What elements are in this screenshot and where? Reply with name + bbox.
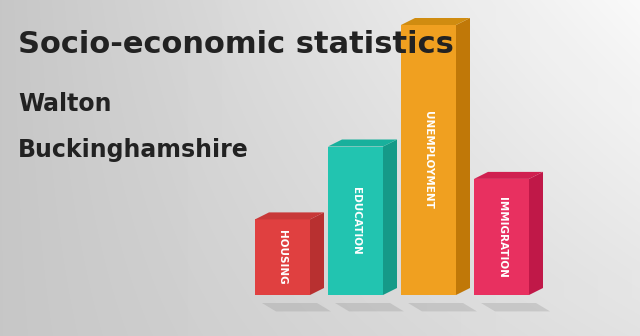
- Polygon shape: [408, 303, 477, 311]
- Polygon shape: [481, 303, 550, 311]
- Text: UNEMPLOYMENT: UNEMPLOYMENT: [424, 111, 433, 209]
- Polygon shape: [255, 219, 310, 295]
- Polygon shape: [456, 18, 470, 295]
- Text: HOUSING: HOUSING: [278, 230, 287, 285]
- Polygon shape: [310, 212, 324, 295]
- Text: Walton: Walton: [18, 92, 111, 116]
- Polygon shape: [383, 139, 397, 295]
- Text: EDUCATION: EDUCATION: [351, 187, 360, 255]
- Polygon shape: [335, 303, 404, 311]
- Polygon shape: [328, 139, 397, 146]
- Polygon shape: [328, 146, 383, 295]
- Polygon shape: [401, 18, 470, 25]
- Polygon shape: [255, 212, 324, 219]
- Text: IMMIGRATION: IMMIGRATION: [497, 197, 506, 278]
- Polygon shape: [401, 25, 456, 295]
- Polygon shape: [474, 179, 529, 295]
- Text: Buckinghamshire: Buckinghamshire: [18, 138, 249, 162]
- Polygon shape: [529, 172, 543, 295]
- Text: Socio-economic statistics: Socio-economic statistics: [18, 30, 454, 59]
- Polygon shape: [474, 172, 543, 179]
- Polygon shape: [262, 303, 331, 311]
